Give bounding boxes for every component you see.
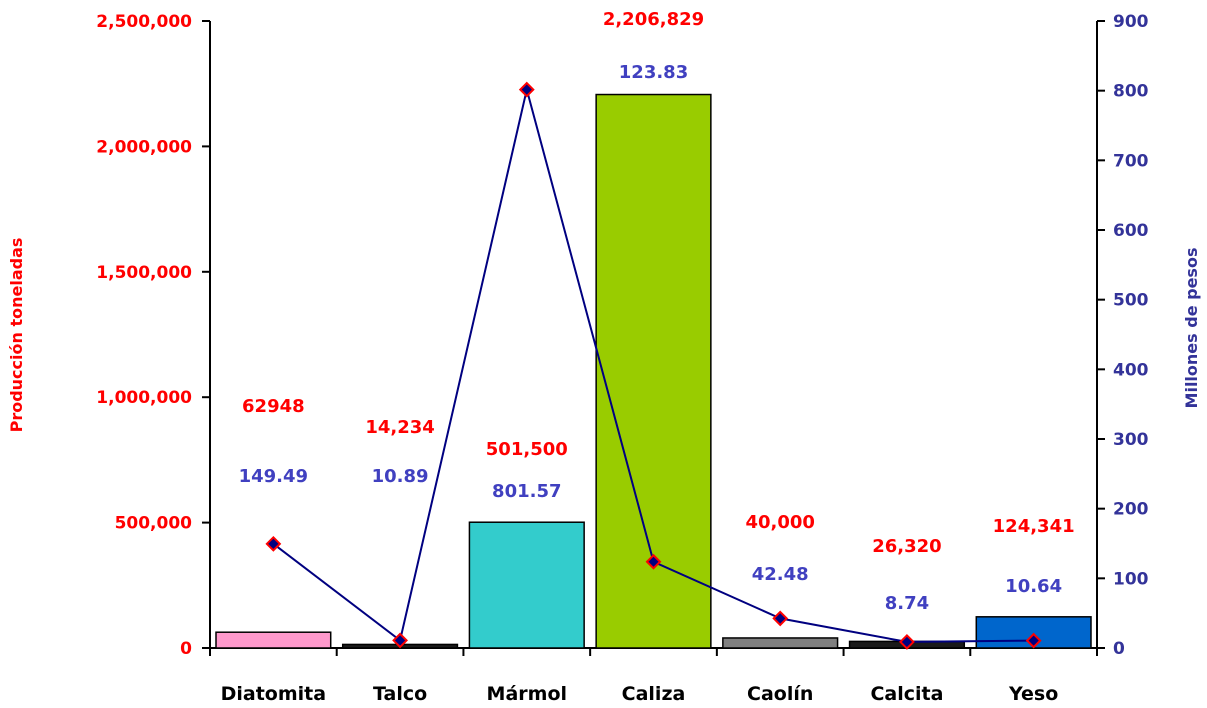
y-tick-label-right: 300 [1113,430,1149,450]
axes: 0 500,000 1,000,000 1,500,000 2,000,000 2,500… [96,12,1148,705]
y-tick-label-left: 1,000,000 [96,388,192,408]
y-tick-label-right: 500 [1113,291,1149,311]
data-label-produccion: 62948 [242,396,305,417]
line-point [645,553,662,570]
x-tick-label: Calcita [870,683,943,705]
x-tick-label: Diatomita [221,683,326,705]
x-tick-label: Talco [373,683,427,705]
y-tick-label-right: 700 [1113,151,1149,171]
bar [722,637,839,649]
line-point [518,81,535,98]
data-label-produccion: 40,000 [745,512,814,533]
data-label-millones: 42.48 [752,564,809,585]
y-tick-label-right: 100 [1113,569,1149,589]
x-tick-label: Mármol [487,683,567,705]
y-tick-label-right: 0 [1113,639,1125,659]
x-tick-label: Caliza [622,683,686,705]
data-label-millones: 8.74 [885,593,929,614]
y-axis-label-left: Producción toneladas [7,238,26,433]
line-point [1025,632,1042,649]
data-label-produccion: 501,500 [486,439,568,460]
data-label-millones: 123.83 [619,62,688,83]
data-label-millones: 149.49 [239,466,308,487]
y-tick-label-right: 400 [1113,360,1149,380]
y-axis-label-right: Millones de pesos [1182,248,1201,409]
data-label-produccion: 2,206,829 [603,9,704,30]
x-tick-label: Caolín [747,683,813,705]
y-tick-label-right: 900 [1113,12,1149,32]
data-label-millones: 10.64 [1005,576,1062,597]
y-tick-label-left: 2,000,000 [96,137,192,157]
line-point [899,633,915,650]
y-tick-label-left: 500,000 [115,514,193,534]
line-point [392,632,408,649]
data-label-produccion: 26,320 [872,536,941,557]
y-tick-label-left: 2,500,000 [96,12,192,32]
data-label-millones: 801.57 [492,481,561,502]
data-label-produccion: 124,341 [993,516,1075,537]
line-point [772,610,789,627]
bar [215,631,332,649]
y-tick-label-right: 600 [1113,221,1149,241]
data-labels: 62948 149.49 14,234 10.89 501,500 801.57 2,206… [239,9,1075,614]
data-label-produccion: 14,234 [365,417,434,438]
y-tick-label-left: 1,500,000 [96,263,192,283]
y-tick-label-right: 200 [1113,500,1149,520]
data-label-millones: 10.89 [372,466,429,487]
y-tick-label-left: 0 [180,639,192,659]
y-tick-label-right: 800 [1113,82,1149,102]
bar [468,521,585,649]
line-series [265,81,1042,650]
x-tick-label: Yeso [1008,683,1058,705]
line-point [265,535,282,552]
bars [215,93,1092,649]
